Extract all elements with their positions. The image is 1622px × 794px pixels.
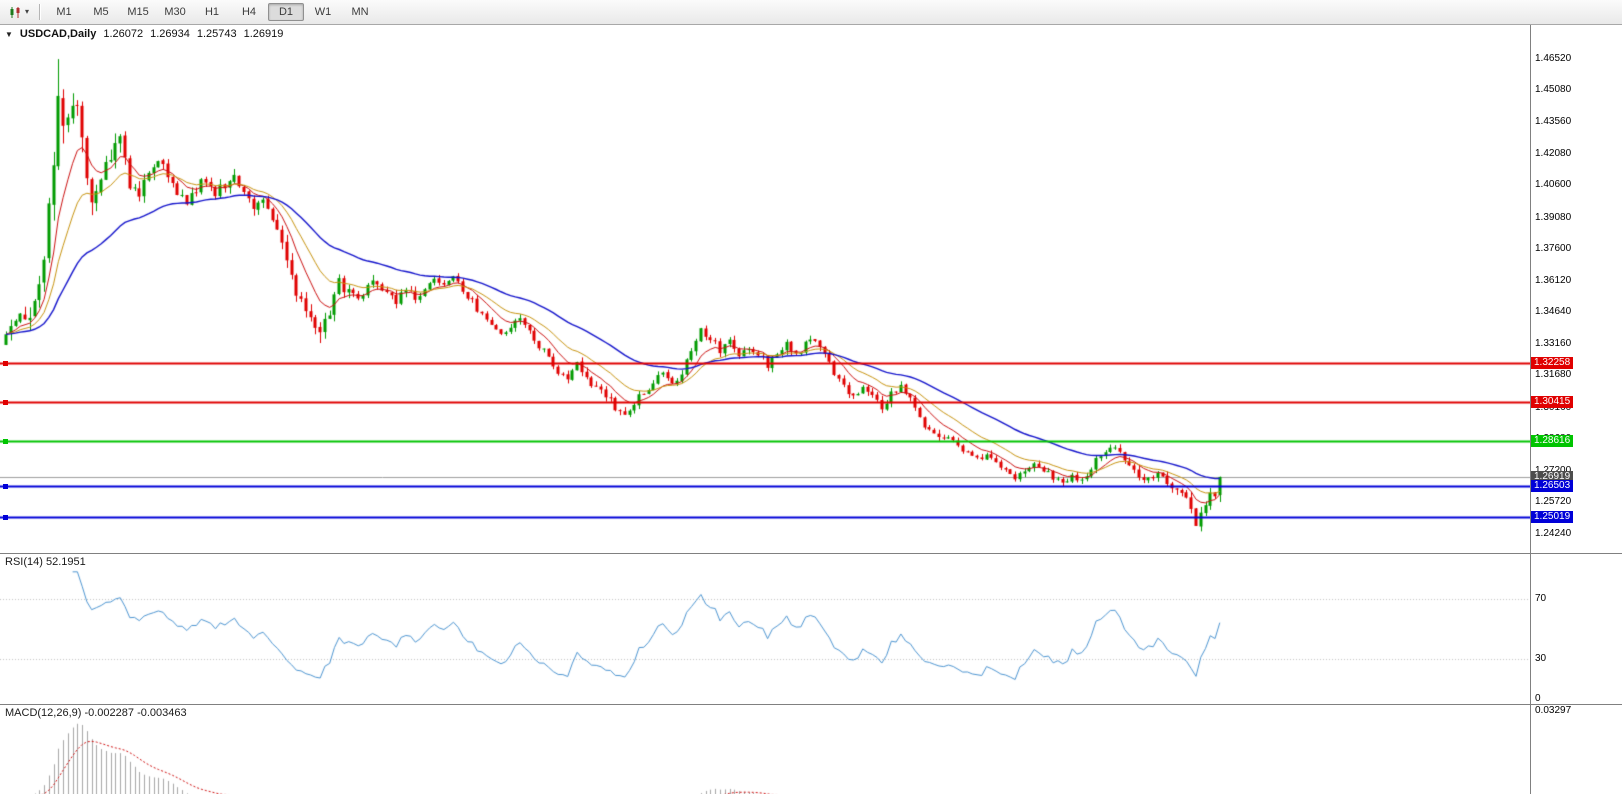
- hline-handle[interactable]: [3, 400, 8, 406]
- level-price-tag: 1.25019: [1531, 511, 1574, 524]
- timeframe-button-m30[interactable]: M30: [164, 6, 186, 18]
- candlestick-chart-icon: [10, 6, 20, 18]
- price-axis-tick: 1.36120: [1535, 274, 1572, 286]
- timeframe-button-m1[interactable]: M1: [56, 6, 72, 18]
- hline-handle[interactable]: [3, 438, 8, 444]
- main-chart-canvas[interactable]: [0, 25, 1530, 553]
- timeframe-button-m15[interactable]: M15: [127, 6, 149, 18]
- ohlc-open-value: 1.26072: [103, 28, 144, 40]
- chart-title: ▼ USDCAD,Daily 1.26072 1.26934 1.25743 1…: [5, 28, 283, 40]
- toolbar-separator: [39, 4, 42, 20]
- hline-handle[interactable]: [3, 483, 8, 489]
- main-chart-panel: ▼ USDCAD,Daily 1.26072 1.26934 1.25743 1…: [0, 25, 1622, 554]
- price-axis-tick: 1.39080: [1535, 211, 1572, 223]
- rsi-axis-tick: 70: [1535, 593, 1547, 604]
- ohlc-high-value: 1.26934: [150, 28, 190, 40]
- macd-axis-tick: 0.03297: [1535, 705, 1572, 716]
- timeframe-button-w1[interactable]: W1: [314, 6, 332, 18]
- timeframe-button-h1[interactable]: H1: [204, 6, 220, 18]
- chart-type-button[interactable]: ▾: [4, 3, 34, 22]
- timeframe-toolbar: ▾ M1 M5 M15 M30 H1 H4 D1 W1 MN: [0, 0, 1622, 25]
- price-axis-tick: 1.27200: [1535, 465, 1571, 476]
- rsi-axis-tick: 0: [1535, 693, 1541, 704]
- ohlc-close-value: 1.26919: [243, 28, 284, 40]
- macd-axis[interactable]: 0.032970.00-0.01815: [1531, 705, 1622, 794]
- price-axis-tick: 1.43560: [1535, 116, 1572, 128]
- ohlc-low-value: 1.25743: [196, 28, 237, 40]
- price-axis-tick: 1.34640: [1535, 306, 1572, 318]
- rsi-axis-tick: 30: [1535, 653, 1547, 664]
- rsi-axis[interactable]: 70 30 0: [1531, 554, 1622, 704]
- chart-symbol-label: USDCAD,Daily: [19, 28, 97, 40]
- level-price-tag: 1.28616: [1531, 434, 1574, 447]
- price-axis-tick: 1.45080: [1535, 83, 1572, 95]
- price-axis-tick: 1.33160: [1535, 337, 1572, 349]
- rsi-label: RSI(14) 52.1951: [5, 556, 86, 568]
- price-axis-tick: 1.24240: [1535, 528, 1572, 540]
- timeframe-buttons: M1 M5 M15 M30 H1 H4 D1 W1 MN: [46, 3, 378, 21]
- timeframe-button-mn[interactable]: MN: [351, 6, 369, 18]
- macd-panel: MACD(12,26,9) -0.002287 -0.003463 0.0329…: [0, 705, 1622, 794]
- price-axis-tick: 1.31680: [1535, 369, 1572, 381]
- collapse-triangle-icon[interactable]: ▼: [5, 29, 13, 39]
- hline-handle[interactable]: [3, 515, 8, 521]
- price-axis-tick: 1.46520: [1535, 53, 1572, 65]
- price-axis-tick: 1.25720: [1535, 496, 1572, 508]
- timeframe-button-d1[interactable]: D1: [268, 3, 305, 21]
- hline-handle[interactable]: [3, 361, 8, 367]
- level-price-tag: 1.30415: [1531, 396, 1574, 409]
- price-axis-tick: 1.37600: [1535, 243, 1572, 255]
- level-price-tag: 1.32258: [1531, 357, 1574, 370]
- price-axis[interactable]: 1.46520 1.45080 1.43560 1.42080 1.40600 1.390…: [1531, 25, 1622, 553]
- price-axis-tick: 1.42080: [1535, 147, 1572, 159]
- rsi-panel: RSI(14) 52.1951 70 30 0: [0, 554, 1622, 705]
- chevron-down-icon: ▾: [25, 7, 30, 16]
- timeframe-button-h4[interactable]: H4: [241, 6, 257, 18]
- main-chart-plot[interactable]: ▼ USDCAD,Daily 1.26072 1.26934 1.25743 1…: [0, 25, 1531, 553]
- rsi-canvas[interactable]: [0, 554, 1530, 704]
- level-price-tag: 1.26503: [1531, 479, 1574, 492]
- macd-label: MACD(12,26,9) -0.002287 -0.003463: [5, 707, 187, 719]
- timeframe-button-m5[interactable]: M5: [93, 6, 109, 18]
- macd-canvas[interactable]: [0, 705, 1530, 794]
- rsi-plot[interactable]: RSI(14) 52.1951: [0, 554, 1531, 704]
- macd-plot[interactable]: MACD(12,26,9) -0.002287 -0.003463: [0, 705, 1531, 794]
- price-axis-tick: 1.40600: [1535, 179, 1572, 191]
